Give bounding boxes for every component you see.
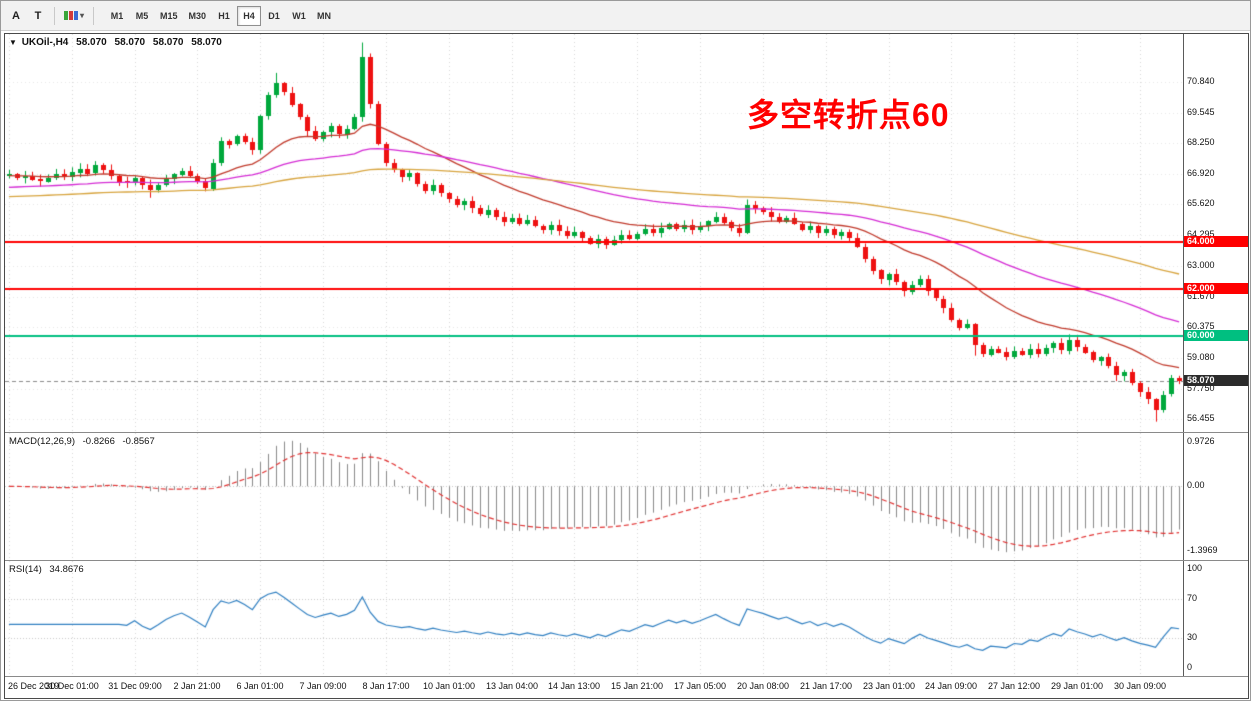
price-tick-label: 68.250 [1187, 137, 1215, 147]
arrow-tool-button[interactable]: A [5, 6, 27, 26]
chart-header: ▼ UKOil-,H4 58.070 58.070 58.070 58.070 [9, 37, 222, 48]
chart-annotation-text[interactable]: 多空转折点60 [747, 97, 950, 133]
symbol-expander-icon[interactable]: ▼ [9, 38, 17, 47]
timeframe-m30[interactable]: M30 [184, 6, 212, 26]
quote-open: 58.070 [76, 37, 107, 48]
time-tick-label: 21 Jan 17:00 [799, 681, 853, 691]
price-tick-label: 64.295 [1187, 229, 1215, 239]
macd-header: MACD(12,26,9) -0.8266 -0.8567 [9, 436, 155, 447]
time-tick-label: 8 Jan 17:00 [362, 681, 410, 691]
rsi-title: RSI(14) [9, 564, 42, 575]
timeframe-d1[interactable]: D1 [262, 6, 286, 26]
current-price-label: 58.070 [1184, 375, 1248, 386]
time-tick-label: 7 Jan 09:00 [299, 681, 347, 691]
rsi-scale-label: 100 [1187, 563, 1203, 573]
price-tick-label: 60.375 [1187, 321, 1215, 331]
toolbar-separator [93, 6, 95, 25]
macd-canvas[interactable] [5, 433, 1183, 560]
price-tick-label: 56.455 [1187, 413, 1215, 423]
time-tick-label: 13 Jan 04:00 [485, 681, 539, 691]
rsi-canvas[interactable] [5, 561, 1183, 676]
chevron-down-icon: ▾ [80, 11, 85, 20]
toolbar-separator [54, 6, 55, 25]
palette-icon [64, 11, 78, 20]
price-tick-label: 61.670 [1187, 291, 1215, 301]
macd-scale-min: -1.3969 [1187, 545, 1218, 555]
time-tick-label: 10 Jan 01:00 [422, 681, 476, 691]
time-axis[interactable]: 26 Dec 2019 30 Dec 01:00 31 Dec 09:00 2 Jan… [5, 676, 1248, 698]
timeframe-m15[interactable]: M15 [155, 6, 183, 26]
price-tick-label: 70.840 [1187, 76, 1215, 86]
time-tick-label: 2 Jan 21:00 [173, 681, 221, 691]
price-tick-label: 63.000 [1187, 260, 1215, 270]
rsi-axis[interactable]: 100 70 30 0 [1183, 561, 1248, 676]
rsi-header: RSI(14) 34.8676 [9, 564, 84, 575]
macd-value: -0.8266 [82, 436, 115, 447]
time-tick-label: 26 Dec 2019 [8, 681, 60, 691]
rsi-panel: RSI(14) 34.8676 100 70 30 0 [5, 560, 1248, 676]
macd-axis[interactable]: 0.9726 0.00 -1.3969 [1183, 433, 1248, 560]
timeframe-mn[interactable]: MN [312, 6, 336, 26]
time-tick-label: 31 Dec 09:00 [108, 681, 162, 691]
macd-panel: MACD(12,26,9) -0.8266 -0.8567 0.9726 0.00… [5, 432, 1248, 560]
price-level-label: 60.000 [1184, 330, 1248, 341]
price-canvas[interactable] [5, 34, 1183, 432]
time-tick-label: 14 Jan 13:00 [547, 681, 601, 691]
timeframe-group: M1 M5 M15 M30 H1 H4 D1 W1 MN [105, 5, 336, 26]
timeframe-m5[interactable]: M5 [130, 6, 154, 26]
macd-scale-zero: 0.00 [1187, 480, 1205, 490]
timeframe-w1[interactable]: W1 [287, 6, 311, 26]
macd-title: MACD(12,26,9) [9, 436, 75, 447]
timeframe-m1[interactable]: M1 [105, 6, 129, 26]
symbol-name: UKOil-,H4 [21, 37, 69, 48]
time-tick-label: 20 Jan 08:00 [736, 681, 790, 691]
time-tick-label: 23 Jan 01:00 [862, 681, 916, 691]
quote-low: 58.070 [152, 37, 184, 48]
price-tick-label: 69.545 [1187, 107, 1215, 117]
tools-dropdown-button[interactable]: ▾ [60, 6, 88, 26]
time-tick-label: 29 Jan 01:00 [1050, 681, 1104, 691]
quote-high: 58.070 [114, 37, 146, 48]
toolbar: A T ▾ M1 M5 M15 M30 H1 H4 D1 W1 MN [1, 1, 1250, 31]
price-chart-panel: ▼ UKOil-,H4 58.070 58.070 58.070 58.070 … [5, 34, 1248, 432]
text-tool-button[interactable]: T [27, 6, 49, 26]
time-tick-label: 30 Dec 01:00 [45, 681, 99, 691]
time-tick-label: 17 Jan 05:00 [673, 681, 727, 691]
rsi-scale-label: 30 [1187, 632, 1198, 642]
rsi-scale-label: 70 [1187, 593, 1198, 603]
timeframe-h4[interactable]: H4 [237, 5, 262, 26]
price-level-label: 62.000 [1184, 283, 1248, 294]
rsi-value: 34.8676 [49, 564, 84, 575]
price-tick-label: 66.920 [1187, 168, 1215, 178]
quote-close: 58.070 [191, 37, 222, 48]
timeframe-h1[interactable]: H1 [212, 6, 236, 26]
time-tick-label: 15 Jan 21:00 [610, 681, 664, 691]
time-tick-label: 27 Jan 12:00 [987, 681, 1041, 691]
price-tick-label: 57.750 [1187, 383, 1215, 393]
price-level-label: 64.000 [1184, 236, 1248, 247]
macd-scale-max: 0.9726 [1187, 436, 1215, 446]
time-tick-label: 24 Jan 09:00 [924, 681, 978, 691]
rsi-scale-label: 0 [1187, 662, 1193, 672]
price-tick-label: 59.080 [1187, 352, 1215, 362]
time-tick-label: 30 Jan 09:00 [1113, 681, 1167, 691]
macd-signal-value: -0.8567 [122, 436, 155, 447]
time-tick-label: 6 Jan 01:00 [236, 681, 284, 691]
chart-area: ▼ UKOil-,H4 58.070 58.070 58.070 58.070 … [4, 33, 1249, 699]
price-axis[interactable]: 70.840 69.545 68.250 66.920 65.620 64.295 63.0… [1183, 34, 1248, 432]
price-tick-label: 65.620 [1187, 198, 1215, 208]
